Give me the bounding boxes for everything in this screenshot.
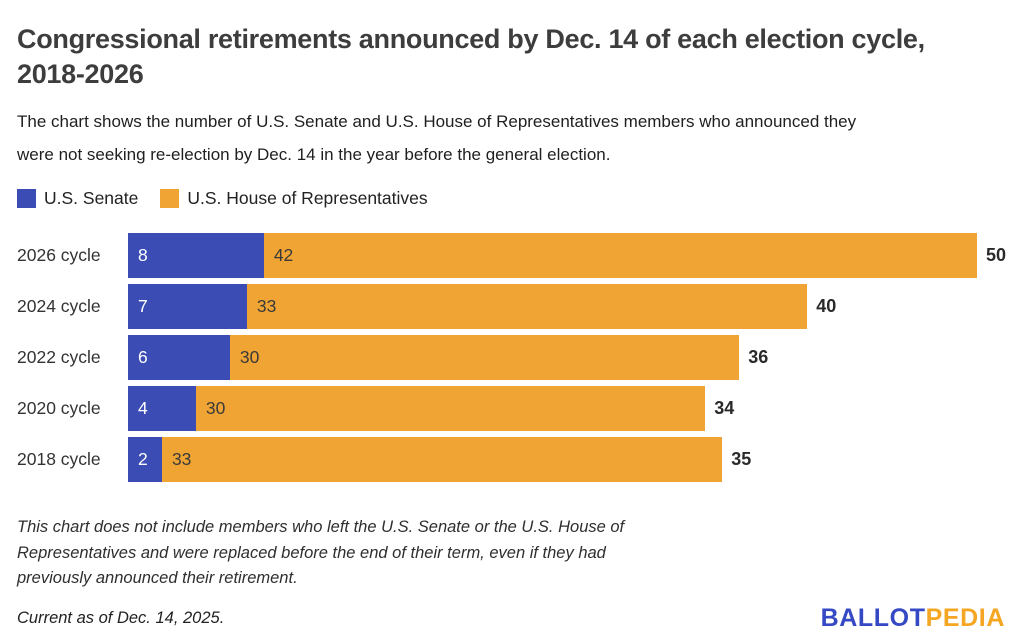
house-value-label: 33 [171, 449, 192, 469]
bar-track: 2 33 35 [128, 437, 977, 482]
current-as-of: Current as of Dec. 14, 2025. [17, 608, 225, 627]
logo-pedia-text: PEDIA [925, 603, 1005, 632]
house-value-label: 30 [205, 398, 226, 418]
house-value-label: 30 [239, 347, 260, 367]
ballotpedia-logo: BALLOTPEDIA [821, 604, 1005, 633]
total-value-label: 34 [714, 398, 735, 418]
house-bar-segment: 42 [263, 233, 977, 278]
house-bar-segment: 30 [229, 335, 740, 380]
senate-value-label: 2 [138, 449, 148, 469]
stacked-bar-chart: 2026 cycle 8 42 50 2024 cycle 7 33 40 2022 cycle… [17, 233, 1007, 482]
footnote: This chart does not include members who … [17, 518, 625, 587]
senate-bar-segment: 8 [128, 233, 264, 278]
house-swatch-icon [160, 189, 180, 208]
house-bar-segment: 30 [195, 386, 706, 431]
total-value-label: 35 [731, 449, 752, 469]
row-category-label: 2026 cycle [17, 245, 101, 265]
house-bar-segment: 33 [246, 284, 808, 329]
chart-row: 2024 cycle 7 33 40 [17, 284, 1007, 329]
chart-row: 2018 cycle 2 33 35 [17, 437, 1007, 482]
bar-track: 6 30 36 [128, 335, 977, 380]
row-category-label: 2018 cycle [17, 449, 101, 469]
senate-bar-segment: 2 [128, 437, 162, 482]
senate-bar-segment: 7 [128, 284, 247, 329]
total-value-label: 36 [748, 347, 769, 367]
total-value-label: 50 [985, 245, 1007, 265]
chart-row: 2022 cycle 6 30 36 [17, 335, 1007, 380]
house-value-label: 42 [273, 245, 294, 265]
bar-track: 8 42 50 [128, 233, 1006, 278]
footer: Current as of Dec. 14, 2025. BALLOTPEDIA [17, 604, 1007, 633]
legend-label-senate: U.S. Senate [44, 188, 139, 208]
chart-subtitle: The chart shows the number of U.S. Senat… [17, 112, 857, 164]
house-value-label: 33 [256, 296, 277, 316]
chart-title: Congressional retirements announced by D… [17, 24, 925, 89]
row-category-label: 2024 cycle [17, 296, 101, 316]
bar-track: 7 33 40 [128, 284, 977, 329]
chart-row: 2020 cycle 4 30 34 [17, 386, 1007, 431]
row-category-label: 2020 cycle [17, 398, 101, 418]
senate-value-label: 8 [138, 245, 148, 265]
legend: U.S. Senate U.S. House of Representative… [17, 188, 1007, 209]
senate-bar-segment: 4 [128, 386, 196, 431]
senate-value-label: 6 [138, 347, 148, 367]
house-bar-segment: 33 [161, 437, 723, 482]
senate-value-label: 7 [138, 296, 148, 316]
row-category-label: 2022 cycle [17, 347, 101, 367]
senate-bar-segment: 6 [128, 335, 230, 380]
chart-row: 2026 cycle 8 42 50 [17, 233, 1007, 278]
legend-item-house: U.S. House of Representatives [160, 188, 428, 209]
senate-value-label: 4 [138, 398, 148, 418]
bar-track: 4 30 34 [128, 386, 977, 431]
total-value-label: 40 [816, 296, 837, 316]
legend-label-house: U.S. House of Representatives [187, 188, 428, 208]
legend-item-senate: U.S. Senate [17, 188, 138, 209]
logo-ballot-text: BALLOT [820, 603, 926, 632]
senate-swatch-icon [17, 189, 36, 208]
